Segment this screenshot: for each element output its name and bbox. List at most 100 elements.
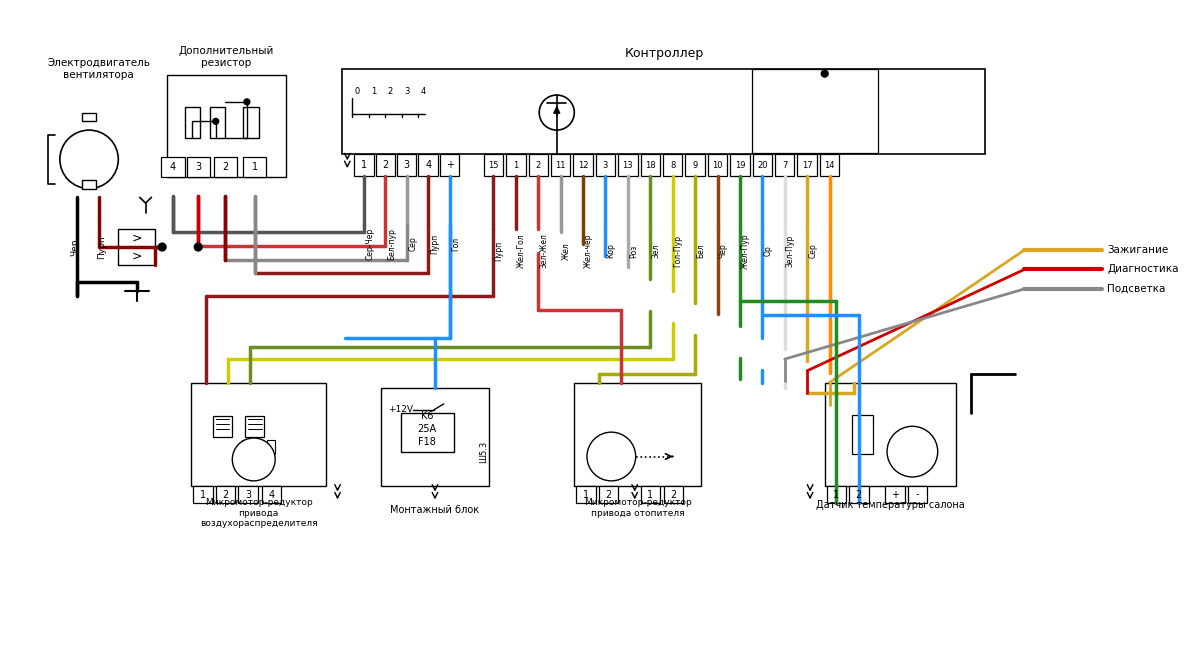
- Bar: [244, 107, 259, 138]
- Bar: [852, 415, 873, 454]
- Bar: [574, 154, 593, 176]
- Bar: [82, 179, 96, 189]
- Text: Жел-чер: Жел-чер: [584, 234, 593, 268]
- Text: Зел-Пур: Зел-Пур: [785, 235, 795, 267]
- Text: Бел-пур: Бел-пур: [387, 228, 397, 260]
- Bar: [599, 486, 618, 503]
- Bar: [210, 107, 226, 138]
- Circle shape: [213, 119, 219, 124]
- Bar: [245, 415, 265, 437]
- Bar: [242, 440, 249, 454]
- Text: Зел: Зел: [651, 244, 661, 258]
- Text: +: +: [446, 160, 454, 170]
- Bar: [908, 486, 927, 503]
- Text: Пурп: Пурп: [97, 235, 106, 259]
- Bar: [213, 415, 233, 437]
- Bar: [267, 440, 276, 454]
- Bar: [574, 384, 701, 486]
- Bar: [168, 75, 286, 177]
- Bar: [752, 69, 878, 152]
- Bar: [238, 486, 258, 503]
- Text: +12V: +12V: [388, 405, 413, 414]
- Text: Микромотор-редуктор
привода отопителя: Микромотор-редуктор привода отопителя: [583, 498, 691, 518]
- Text: Бел: Бел: [696, 244, 706, 259]
- Text: 8: 8: [670, 161, 676, 170]
- Bar: [640, 154, 661, 176]
- Text: Жел-Пур: Жел-Пур: [741, 233, 750, 269]
- Bar: [82, 113, 96, 121]
- Bar: [216, 486, 235, 503]
- Text: Пурп: Пурп: [430, 234, 440, 254]
- Text: 4: 4: [170, 162, 176, 172]
- Text: 9: 9: [693, 161, 697, 170]
- Bar: [381, 388, 488, 486]
- Text: 1: 1: [361, 160, 367, 170]
- Text: 2: 2: [855, 489, 862, 500]
- Text: 25A: 25A: [418, 424, 437, 434]
- Text: Сер: Сер: [409, 237, 418, 251]
- Text: 3: 3: [404, 87, 410, 96]
- Text: Жел: Жел: [562, 242, 570, 260]
- Text: +: +: [891, 489, 899, 500]
- Text: 2: 2: [383, 160, 388, 170]
- Text: 3: 3: [195, 162, 201, 172]
- Text: 10: 10: [713, 161, 722, 170]
- Text: 2: 2: [222, 162, 228, 172]
- Text: Монтажный блок: Монтажный блок: [391, 505, 480, 515]
- Bar: [194, 486, 213, 503]
- Text: 1: 1: [647, 489, 653, 500]
- Text: Роз: Роз: [628, 244, 638, 257]
- Circle shape: [233, 438, 276, 481]
- Text: 12: 12: [577, 161, 588, 170]
- Text: Зажигание: Зажигание: [1107, 245, 1169, 255]
- Text: 14: 14: [824, 161, 835, 170]
- Text: 19: 19: [734, 161, 745, 170]
- Bar: [824, 384, 956, 486]
- Text: Диагностика: Диагностика: [1107, 264, 1178, 275]
- Text: Гол: Гол: [451, 237, 461, 251]
- Text: F18: F18: [418, 437, 436, 447]
- Text: 3: 3: [404, 160, 410, 170]
- Circle shape: [887, 426, 937, 477]
- Text: Микромотор-редуктор
привода
воздухораспределителя: Микромотор-редуктор привода воздухораспр…: [200, 498, 317, 528]
- Bar: [576, 486, 595, 503]
- Text: Жел-Гол: Жел-Гол: [517, 234, 526, 268]
- Bar: [618, 154, 638, 176]
- Bar: [261, 486, 282, 503]
- Bar: [162, 157, 184, 177]
- Text: Сер: Сер: [808, 244, 817, 259]
- Bar: [529, 154, 548, 176]
- Text: Пурп: Пурп: [494, 241, 504, 261]
- Text: >: >: [132, 232, 143, 245]
- Bar: [506, 154, 525, 176]
- Text: 2: 2: [670, 489, 677, 500]
- Bar: [595, 154, 615, 176]
- Bar: [551, 154, 570, 176]
- Bar: [640, 486, 661, 503]
- Bar: [375, 154, 396, 176]
- Bar: [119, 229, 156, 247]
- Bar: [885, 486, 904, 503]
- Text: 3: 3: [602, 161, 608, 170]
- Text: Ор: Ор: [764, 246, 772, 257]
- Text: Чер: Чер: [70, 238, 78, 256]
- Circle shape: [244, 99, 249, 105]
- Text: Сер-Чер: Сер-Чер: [366, 228, 374, 260]
- Text: 4: 4: [268, 489, 274, 500]
- Text: 1: 1: [583, 489, 589, 500]
- Text: 2: 2: [222, 489, 228, 500]
- Text: Подсветка: Подсветка: [1107, 284, 1165, 294]
- Text: 1: 1: [371, 87, 377, 96]
- Text: 15: 15: [488, 161, 499, 170]
- Text: Гол-Пур: Гол-Пур: [674, 235, 683, 267]
- Bar: [752, 154, 772, 176]
- Bar: [849, 486, 868, 503]
- Bar: [354, 154, 373, 176]
- Text: 13: 13: [623, 161, 633, 170]
- Text: Чер: Чер: [719, 244, 727, 259]
- Bar: [797, 154, 817, 176]
- Text: 0: 0: [354, 87, 360, 96]
- Text: 1: 1: [252, 162, 258, 172]
- Bar: [708, 154, 727, 176]
- Bar: [342, 69, 986, 154]
